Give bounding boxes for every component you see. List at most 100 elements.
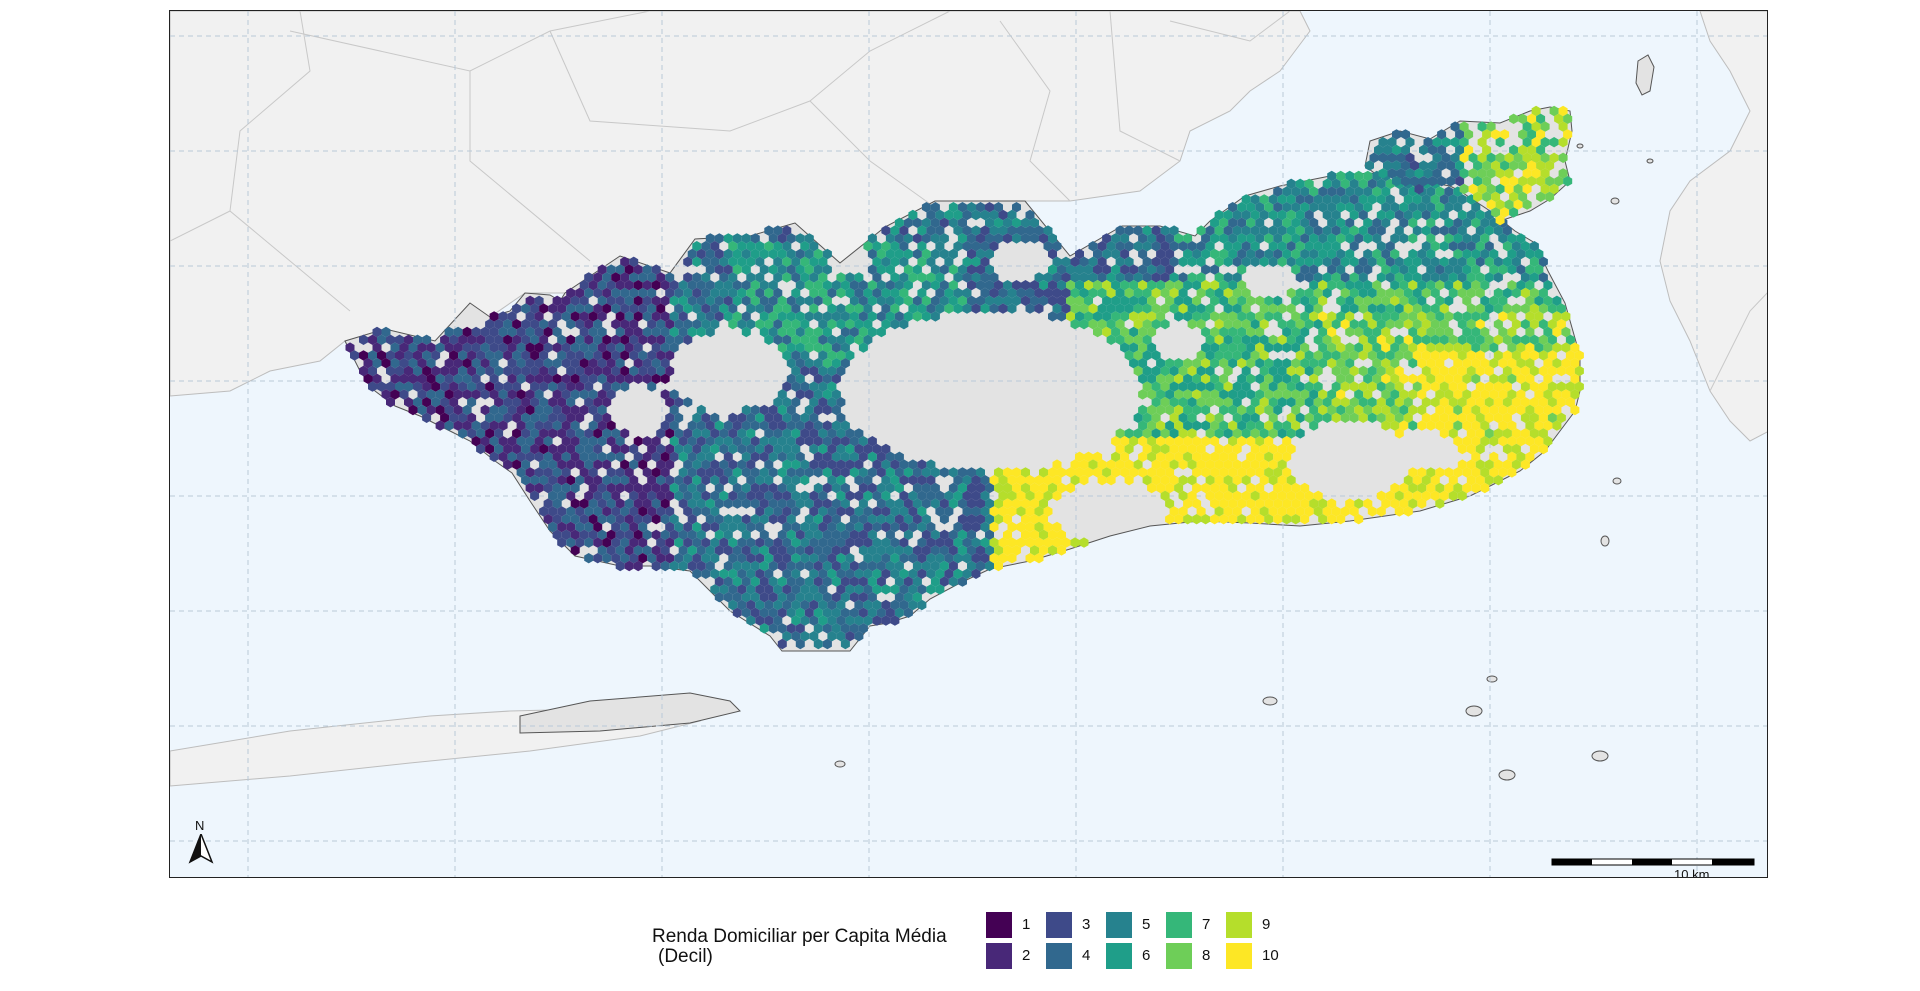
income-hexagon [444, 326, 454, 338]
income-hexagon [1340, 365, 1350, 377]
income-hexagon [1304, 350, 1314, 361]
income-hexagon [894, 498, 904, 509]
income-hexagon [1522, 121, 1532, 132]
income-hexagon [1327, 389, 1337, 400]
income-hexagon [1147, 389, 1157, 400]
income-hexagon [1439, 241, 1449, 252]
income-hexagon [1295, 365, 1305, 377]
income-hexagon [858, 529, 868, 540]
income-hexagon [1259, 459, 1269, 470]
income-hexagon [1192, 420, 1202, 431]
income-hexagon [1160, 443, 1170, 455]
income-hexagon [723, 529, 733, 540]
income-hexagon [386, 397, 395, 408]
income-hexagon [1304, 303, 1314, 314]
income-hexagon [462, 358, 472, 369]
income-hexagon [1237, 498, 1247, 509]
income-hexagon [1250, 397, 1260, 408]
income-hexagon [701, 256, 711, 267]
income-hexagon [813, 560, 823, 572]
income-hexagon [1493, 334, 1503, 345]
income-hexagon [939, 217, 949, 228]
income-hexagon [1210, 264, 1220, 275]
income-hexagon [1120, 264, 1130, 275]
income-hexagon [651, 280, 661, 291]
income-hexagon [525, 295, 535, 306]
income-hexagon [1340, 272, 1350, 283]
income-hexagon [1097, 459, 1107, 470]
income-hexagon [782, 350, 792, 361]
income-hexagon [1520, 459, 1530, 470]
income-hexagon [1444, 326, 1454, 338]
income-hexagon [1048, 529, 1057, 540]
income-hexagon [1241, 209, 1251, 221]
income-hexagon [836, 443, 846, 455]
income-hexagon [921, 295, 931, 306]
income-hexagon [507, 326, 517, 338]
income-hexagon [1201, 311, 1211, 322]
income-hexagon [1192, 358, 1202, 369]
income-hexagon [1061, 272, 1071, 283]
income-hexagon [1201, 514, 1211, 525]
income-hexagon [1025, 303, 1035, 314]
income-hexagon [1277, 209, 1287, 221]
income-hexagon [597, 264, 607, 275]
income-hexagon [1214, 459, 1224, 470]
income-hexagon [1241, 428, 1251, 439]
income-hexagon [1430, 475, 1440, 486]
income-hexagon [1484, 397, 1494, 408]
income-hexagon [1129, 264, 1139, 275]
income-hexagon [417, 358, 427, 369]
income-hexagon [890, 615, 900, 626]
income-hexagon [998, 537, 1008, 548]
income-hexagon [399, 358, 409, 369]
income-hexagon [629, 365, 639, 377]
income-hexagon [1495, 152, 1505, 163]
income-hexagon [746, 584, 756, 595]
income-hexagon [1448, 397, 1458, 408]
income-hexagon [1003, 233, 1012, 244]
income-hexagon [1147, 326, 1157, 338]
income-hexagon [755, 241, 765, 252]
income-hexagon [795, 545, 805, 556]
income-hexagon [782, 490, 792, 501]
income-hexagon [1133, 428, 1143, 439]
income-hexagon [674, 397, 684, 408]
income-hexagon [674, 443, 684, 455]
income-hexagon [566, 365, 576, 377]
income-hexagon [1385, 303, 1395, 314]
income-hexagon [822, 280, 832, 291]
income-hexagon [1178, 443, 1188, 455]
income-hexagon [678, 326, 688, 338]
income-hexagon [818, 568, 828, 579]
income-hexagon [1322, 397, 1332, 408]
income-hexagon [800, 241, 810, 252]
income-hexagon [1237, 202, 1247, 213]
income-hexagon [1025, 506, 1035, 517]
income-hexagon [1201, 326, 1211, 338]
income-hexagon [980, 256, 990, 267]
income-hexagon [876, 467, 886, 478]
income-hexagon [1034, 521, 1044, 533]
income-hexagon [777, 514, 787, 525]
income-hexagon [1097, 272, 1107, 283]
income-hexagon [732, 514, 742, 525]
income-hexagon [1178, 272, 1188, 283]
income-hexagon [908, 506, 918, 517]
income-hexagon [1507, 420, 1517, 431]
income-hexagon [1300, 482, 1310, 494]
income-hexagon [1273, 498, 1283, 509]
income-hexagon [1192, 467, 1202, 478]
income-hexagon [1291, 514, 1301, 525]
income-hexagon [1201, 467, 1211, 478]
income-hexagon [1552, 358, 1562, 369]
income-hexagon [1016, 475, 1026, 486]
income-hexagon [930, 560, 940, 572]
income-hexagon [1295, 319, 1305, 330]
income-hexagon [404, 334, 413, 345]
income-hexagon [967, 467, 976, 478]
income-hexagon [575, 459, 585, 470]
income-hexagon [1255, 373, 1265, 384]
income-hexagon [602, 381, 612, 392]
income-hexagon [985, 545, 994, 556]
